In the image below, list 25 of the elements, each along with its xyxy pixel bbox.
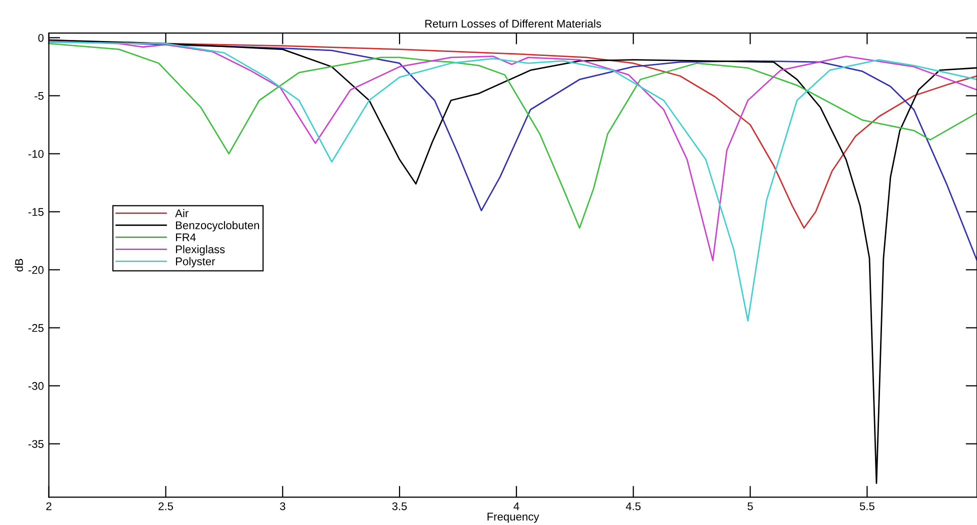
x-tick-label: 5 [748,502,753,510]
legend-label: Benzocyclobuten [176,221,260,232]
x-tick-label: 5.5 [860,502,874,510]
chart-title: Return Losses of Different Materials [425,19,602,28]
x-tick-label: 3 [280,502,286,510]
x-tick-label: 4 [514,502,520,510]
line-series [48,42,977,322]
y-tick-label: -10 [28,150,44,158]
y-tick-label: 0 [38,34,44,42]
y-tick-label: -35 [28,440,44,448]
x-tick-label: 4.5 [626,502,641,510]
legend-label: Air [175,209,188,218]
y-tick-label: -15 [28,208,44,216]
x-tick-label: 2.5 [158,502,174,510]
legend-label: Polyster [176,257,216,268]
x-axis-title: Frequency [488,512,540,523]
legend-label: FR4 [176,233,196,242]
y-tick-label: -30 [28,382,44,390]
y-tick-label: -20 [28,266,44,274]
x-tick-label: 2 [46,502,52,510]
y-tick-label: -5 [34,92,44,100]
legend-label: Plexiglass [176,245,225,256]
y-axis-title: dB [14,258,23,272]
y-tick-label: -25 [28,324,44,332]
x-tick-label: 3.5 [392,502,407,510]
